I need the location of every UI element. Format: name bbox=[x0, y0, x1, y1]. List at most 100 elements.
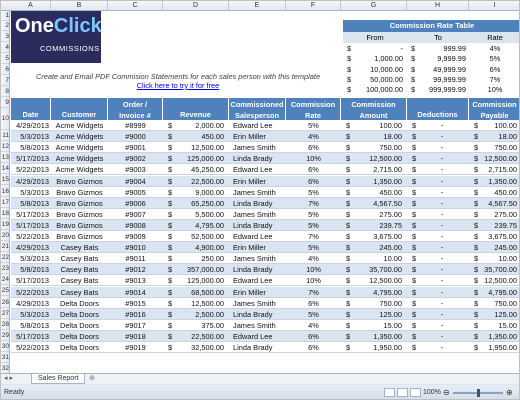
payable-cell[interactable]: 750.00 bbox=[494, 298, 517, 308]
deduction-cell[interactable]: - bbox=[440, 209, 444, 219]
customer-cell[interactable]: Bravo Gizmos bbox=[56, 209, 103, 219]
row-header-22[interactable]: 22 bbox=[1, 252, 9, 264]
amount-cell[interactable]: 245.00 bbox=[379, 243, 402, 253]
customer-cell[interactable]: Acme Widgets bbox=[55, 121, 104, 130]
column-header-d[interactable]: D bbox=[163, 1, 229, 11]
payable-currency[interactable]: $ bbox=[474, 276, 479, 286]
deduction-currency[interactable]: $ bbox=[412, 276, 417, 286]
revenue-cell[interactable]: 32,500.00 bbox=[191, 343, 224, 352]
revenue-cell[interactable]: 4,795.00 bbox=[195, 220, 224, 230]
deduction-currency[interactable]: $ bbox=[412, 176, 417, 186]
invoice-cell[interactable]: #9005 bbox=[125, 187, 146, 197]
salesperson-cell[interactable]: James Smith bbox=[233, 254, 276, 264]
salesperson-cell[interactable]: Linda Brady bbox=[233, 309, 273, 319]
payable-cell[interactable]: 1,350.00 bbox=[488, 331, 517, 341]
rate-cell[interactable]: 10% bbox=[306, 276, 321, 286]
salesperson-cell[interactable]: Linda Brady bbox=[233, 265, 273, 275]
row-header-28[interactable]: 28 bbox=[1, 319, 9, 330]
date-cell[interactable]: 5/3/2013 bbox=[20, 309, 49, 319]
deduction-currency[interactable]: $ bbox=[412, 154, 417, 164]
table-row[interactable]: 4/29/2013 Bravo Gizmos #9004 $22,500.00 Erin… bbox=[11, 175, 519, 187]
revenue-cell[interactable]: 12,500.00 bbox=[191, 143, 224, 153]
column-header-h[interactable]: H bbox=[407, 1, 469, 11]
tab-sales-report[interactable]: Sales Report bbox=[31, 374, 86, 384]
zoom-level[interactable]: 100% bbox=[423, 389, 441, 396]
date-cell[interactable]: 5/3/2013 bbox=[20, 132, 49, 142]
payable-cell[interactable]: 10.00 bbox=[498, 254, 518, 264]
row-header-20[interactable]: 20 bbox=[1, 230, 9, 241]
date-cell[interactable]: 5/8/2013 bbox=[20, 320, 49, 330]
deduction-cell[interactable]: - bbox=[440, 287, 444, 297]
row-header-11[interactable]: 11 bbox=[1, 130, 9, 142]
revenue-currency[interactable]: $ bbox=[168, 143, 173, 153]
payable-currency[interactable]: $ bbox=[474, 331, 479, 341]
payable-cell[interactable]: 450.00 bbox=[494, 187, 517, 197]
rate-cell[interactable]: 4% bbox=[308, 320, 319, 330]
date-cell[interactable]: 5/8/2013 bbox=[20, 143, 49, 153]
deduction-currency[interactable]: $ bbox=[412, 309, 417, 319]
table-row[interactable]: 4/29/2013 Delta Doors #9015 $12,500.00 James… bbox=[11, 297, 519, 309]
table-row[interactable]: 5/3/2013 Acme Widgets #9000 $450.00 Erin Mil… bbox=[11, 131, 519, 143]
salesperson-cell[interactable]: Edward Lee bbox=[233, 121, 273, 130]
amount-currency[interactable]: $ bbox=[346, 121, 351, 130]
payable-currency[interactable]: $ bbox=[474, 309, 479, 319]
amount-cell[interactable]: 4,567.50 bbox=[373, 198, 402, 208]
revenue-currency[interactable]: $ bbox=[168, 154, 173, 164]
payable-cell[interactable]: 3,675.00 bbox=[488, 232, 517, 241]
amount-cell[interactable]: 18.00 bbox=[383, 132, 403, 142]
customer-cell[interactable]: Acme Widgets bbox=[55, 143, 104, 153]
rate-cell[interactable]: 6% bbox=[308, 298, 319, 308]
salesperson-cell[interactable]: Linda Brady bbox=[233, 343, 273, 352]
date-cell[interactable]: 4/29/2013 bbox=[16, 243, 49, 253]
salesperson-cell[interactable]: Linda Brady bbox=[233, 220, 273, 230]
invoice-cell[interactable]: #9001 bbox=[125, 143, 146, 153]
salesperson-cell[interactable]: Erin Miller bbox=[233, 287, 266, 297]
date-cell[interactable]: 5/3/2013 bbox=[20, 187, 49, 197]
deduction-currency[interactable]: $ bbox=[412, 287, 417, 297]
revenue-currency[interactable]: $ bbox=[168, 220, 173, 230]
payable-currency[interactable]: $ bbox=[474, 220, 479, 230]
deduction-cell[interactable]: - bbox=[440, 132, 444, 142]
row-header-14[interactable]: 14 bbox=[1, 163, 9, 175]
amount-currency[interactable]: $ bbox=[346, 132, 351, 142]
amount-currency[interactable]: $ bbox=[346, 143, 351, 153]
row-header-18[interactable]: 18 bbox=[1, 208, 9, 219]
table-row[interactable]: 5/8/2013 Casey Bats #9012 $357,000.00 Linda … bbox=[11, 264, 519, 276]
payable-cell[interactable]: 1,950.00 bbox=[488, 343, 517, 352]
customer-cell[interactable]: Acme Widgets bbox=[55, 154, 104, 164]
table-row[interactable]: 5/17/2013 Bravo Gizmos #9008 $4,795.00 Linda… bbox=[11, 219, 519, 231]
revenue-currency[interactable]: $ bbox=[168, 298, 173, 308]
amount-currency[interactable]: $ bbox=[346, 232, 351, 241]
rate-cell[interactable]: 5% bbox=[308, 220, 319, 230]
row-header-21[interactable]: 21 bbox=[1, 241, 9, 253]
invoice-cell[interactable]: #9004 bbox=[125, 176, 146, 186]
customer-cell[interactable]: Bravo Gizmos bbox=[56, 198, 103, 208]
amount-currency[interactable]: $ bbox=[346, 220, 351, 230]
salesperson-cell[interactable]: Edward Lee bbox=[233, 165, 273, 175]
tab-nav-icon[interactable]: ◂ ▸ bbox=[4, 375, 13, 382]
column-header-i[interactable]: I bbox=[469, 1, 519, 11]
table-row[interactable]: 5/3/2013 Bravo Gizmos #9005 $9,000.00 James … bbox=[11, 186, 519, 198]
deduction-currency[interactable]: $ bbox=[412, 198, 417, 208]
rate-cell[interactable]: 6% bbox=[308, 176, 319, 186]
table-row[interactable]: 5/17/2013 Delta Doors #9018 $22,500.00 Edwar… bbox=[11, 330, 519, 342]
row-header-4[interactable]: 4 bbox=[1, 42, 9, 53]
date-cell[interactable]: 5/22/2013 bbox=[16, 165, 49, 175]
row-header-6[interactable]: 6 bbox=[1, 64, 9, 75]
amount-currency[interactable]: $ bbox=[346, 176, 351, 186]
table-row[interactable]: 4/29/2013 Casey Bats #9010 $4,900.00 Erin Mi… bbox=[11, 242, 519, 254]
column-header-c[interactable]: C bbox=[108, 1, 163, 11]
amount-cell[interactable]: 12,500.00 bbox=[369, 276, 402, 286]
amount-currency[interactable]: $ bbox=[346, 187, 351, 197]
amount-cell[interactable]: 750.00 bbox=[379, 298, 402, 308]
row-header-31[interactable]: 31 bbox=[1, 352, 9, 364]
amount-cell[interactable]: 10.00 bbox=[383, 254, 403, 264]
deduction-cell[interactable]: - bbox=[440, 254, 444, 264]
payable-currency[interactable]: $ bbox=[474, 254, 479, 264]
column-header-a[interactable]: A bbox=[11, 1, 51, 11]
payable-cell[interactable]: 750.00 bbox=[494, 143, 517, 153]
deduction-cell[interactable]: - bbox=[440, 320, 444, 330]
customer-cell[interactable]: Casey Bats bbox=[60, 276, 99, 286]
customer-cell[interactable]: Casey Bats bbox=[60, 287, 99, 297]
customer-cell[interactable]: Casey Bats bbox=[60, 254, 99, 264]
